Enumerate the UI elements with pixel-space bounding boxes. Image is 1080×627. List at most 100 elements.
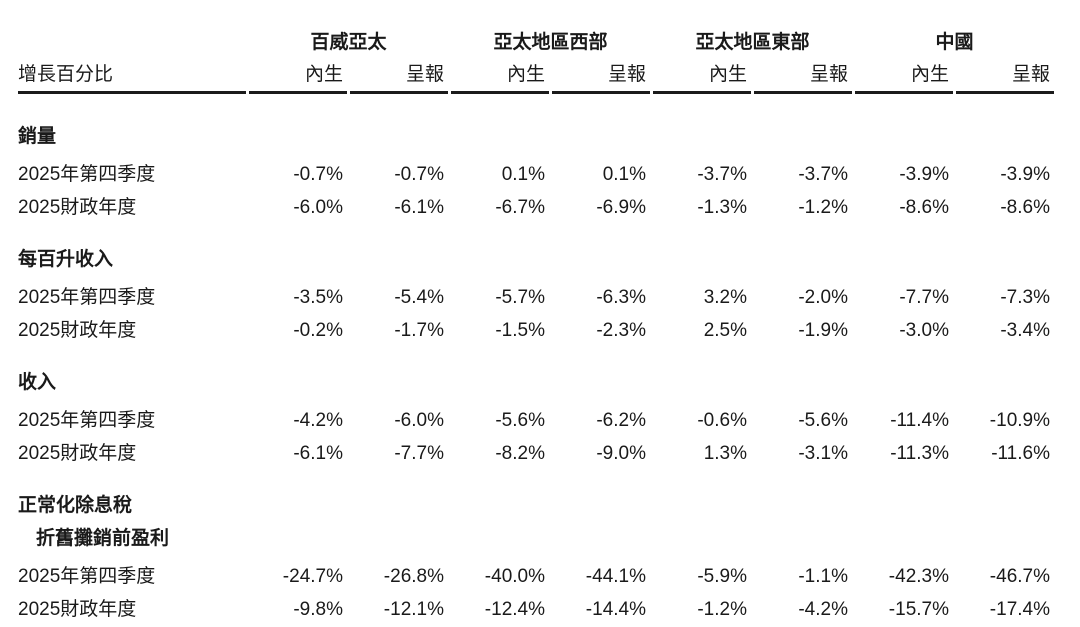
value-cell: -5.7% [495, 287, 545, 308]
value-cell: -5.4% [394, 287, 444, 308]
section-title-row-normalized-ebitda: 正常化除息稅 折舊攤銷前盈利 [18, 465, 1054, 555]
section-title-line2: 折舊攤銷前盈利 [36, 528, 170, 549]
value-cell: -4.2% [293, 410, 343, 431]
subheader-row: 增長百分比 內生 呈報 內生 呈報 內生 呈報 內生 呈報 [18, 56, 1054, 94]
group-header-bud-apac: 百威亞太 [310, 32, 387, 53]
value-cell: -5.9% [697, 566, 747, 587]
subheader-organic: 內生 [653, 56, 751, 94]
value-cell: 0.1% [501, 164, 545, 185]
corner-empty-cell [18, 24, 246, 56]
row-label: 2025財政年度 [18, 197, 137, 218]
value-cell: -6.0% [394, 410, 444, 431]
value-cell: -3.9% [1000, 164, 1050, 185]
value-cell: -1.3% [697, 197, 747, 218]
value-cell: -40.0% [484, 566, 545, 587]
subheader-organic: 內生 [249, 56, 347, 94]
value-cell: -1.2% [653, 588, 751, 627]
value-cell: -5.6% [798, 410, 848, 431]
group-header-apac-east: 亞太地區東部 [695, 32, 810, 53]
value-cell: -3.7% [798, 164, 848, 185]
value-cell: -6.7% [495, 197, 545, 218]
section-title-row-volume: 銷量 [18, 94, 1054, 153]
corner-label: 增長百分比 [18, 56, 246, 94]
value-cell: -15.7% [855, 588, 953, 627]
section-title-line1: 正常化除息稅 [18, 495, 133, 516]
value-cell: -4.2% [754, 588, 852, 627]
value-cell: -6.1% [293, 443, 343, 464]
value-cell: -6.0% [293, 197, 343, 218]
row-label: 2025財政年度 [18, 443, 137, 464]
value-cell: -1.9% [798, 320, 848, 341]
value-cell: -0.7% [293, 164, 343, 185]
value-cell: -12.4% [451, 588, 549, 627]
row-label: 2025年第四季度 [18, 287, 156, 308]
value-cell: -3.5% [293, 287, 343, 308]
section-title-row-revenue-per-hl: 每百升收入 [18, 219, 1054, 276]
section-title-row-revenue: 收入 [18, 342, 1054, 399]
table-row: 2025財政年度 -0.2% -1.7% -1.5% -2.3% 2.5% -1… [18, 309, 1054, 342]
growth-percentage-table: 百威亞太 亞太地區西部 亞太地區東部 中國 增長百分比 內生 呈報 內生 呈報 … [15, 24, 1057, 627]
value-cell: -2.0% [798, 287, 848, 308]
value-cell: -1.2% [798, 197, 848, 218]
value-cell: -11.6% [991, 443, 1050, 464]
row-label: 2025財政年度 [18, 588, 246, 627]
value-cell: -46.7% [989, 566, 1050, 587]
table-row: 2025年第四季度 -24.7% -26.8% -40.0% -44.1% -5… [18, 555, 1054, 588]
value-cell: -3.1% [798, 443, 848, 464]
value-cell: -42.3% [888, 566, 949, 587]
subheader-organic: 內生 [855, 56, 953, 94]
value-cell: -10.9% [989, 410, 1050, 431]
value-cell: -0.6% [697, 410, 747, 431]
value-cell: 2.5% [703, 320, 747, 341]
group-header-row: 百威亞太 亞太地區西部 亞太地區東部 中國 [18, 24, 1054, 56]
value-cell: -1.5% [495, 320, 545, 341]
row-label: 2025年第四季度 [18, 164, 156, 185]
value-cell: -8.6% [1000, 197, 1050, 218]
value-cell: -1.7% [394, 320, 444, 341]
value-cell: 0.1% [602, 164, 646, 185]
subheader-organic: 內生 [451, 56, 549, 94]
value-cell: -11.3% [890, 443, 949, 464]
value-cell: -8.2% [495, 443, 545, 464]
section-title: 每百升收入 [18, 249, 114, 270]
value-cell: -12.1% [350, 588, 448, 627]
subheader-reported: 呈報 [350, 56, 448, 94]
group-header-apac-west: 亞太地區西部 [493, 32, 608, 53]
subheader-reported: 呈報 [552, 56, 650, 94]
section-title: 銷量 [18, 126, 57, 147]
table-row: 2025年第四季度 -3.5% -5.4% -5.7% -6.3% 3.2% -… [18, 276, 1054, 309]
table-row: 2025財政年度 -6.0% -6.1% -6.7% -6.9% -1.3% -… [18, 186, 1054, 219]
value-cell: -5.6% [495, 410, 545, 431]
table-row: 2025年第四季度 -4.2% -6.0% -5.6% -6.2% -0.6% … [18, 399, 1054, 432]
value-cell: -8.6% [899, 197, 949, 218]
value-cell: -3.9% [899, 164, 949, 185]
value-cell: -14.4% [552, 588, 650, 627]
section-title: 收入 [18, 372, 57, 393]
subheader-reported: 呈報 [956, 56, 1054, 94]
value-cell: 3.2% [703, 287, 747, 308]
value-cell: -9.0% [596, 443, 646, 464]
value-cell: -7.7% [899, 287, 949, 308]
value-cell: -3.0% [899, 320, 949, 341]
value-cell: -3.7% [697, 164, 747, 185]
row-label: 2025年第四季度 [18, 566, 156, 587]
value-cell: -6.9% [596, 197, 646, 218]
value-cell: -24.7% [282, 566, 343, 587]
value-cell: -11.4% [890, 410, 949, 431]
value-cell: -0.2% [293, 320, 343, 341]
value-cell: -3.4% [1000, 320, 1050, 341]
subheader-reported: 呈報 [754, 56, 852, 94]
value-cell: -6.1% [394, 197, 444, 218]
table-row: 2025財政年度 -9.8% -12.1% -12.4% -14.4% -1.2… [18, 588, 1054, 627]
row-label: 2025年第四季度 [18, 410, 156, 431]
value-cell: -7.3% [1000, 287, 1050, 308]
table-row: 2025財政年度 -6.1% -7.7% -8.2% -9.0% 1.3% -3… [18, 432, 1054, 465]
value-cell: 1.3% [703, 443, 747, 464]
group-header-china: 中國 [935, 32, 974, 53]
value-cell: -7.7% [394, 443, 444, 464]
value-cell: -44.1% [585, 566, 646, 587]
row-label: 2025財政年度 [18, 320, 137, 341]
value-cell: -17.4% [956, 588, 1054, 627]
value-cell: -26.8% [383, 566, 444, 587]
